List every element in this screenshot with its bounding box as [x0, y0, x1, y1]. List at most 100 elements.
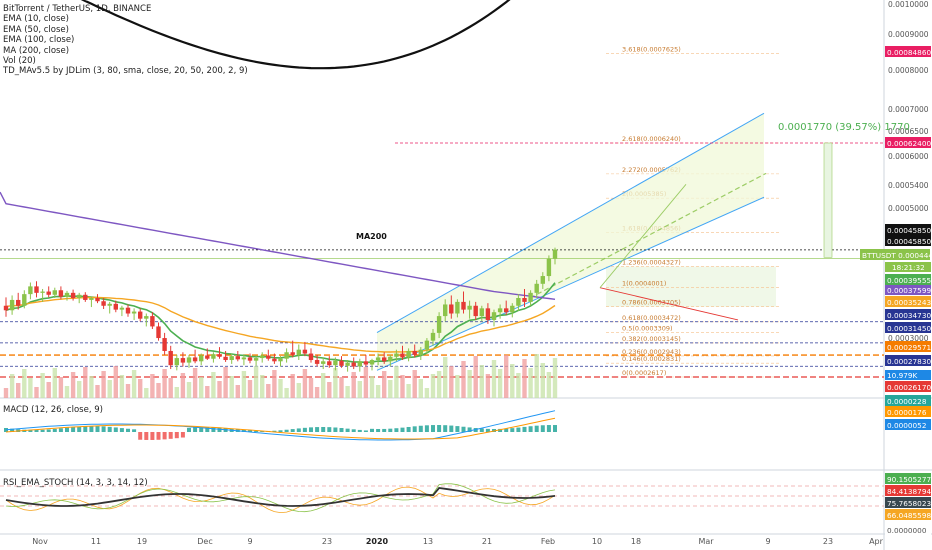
x-tick-label: Apr	[869, 537, 884, 546]
price-tag-label: 0.00062400	[887, 139, 931, 148]
macd-hist-bar	[394, 428, 399, 432]
y-tick-label: 0.0010000	[888, 0, 929, 9]
volume-bar	[235, 385, 240, 398]
volume-bar	[83, 367, 88, 398]
candle-body	[131, 311, 137, 314]
volume-bar	[461, 361, 466, 398]
legend-ema100[interactable]: EMA (100, close)	[3, 35, 75, 46]
rsi-tick-label: 66.0485598	[887, 511, 931, 520]
volume-bar	[217, 381, 222, 398]
macd-hist-bar	[540, 425, 545, 432]
legend-ema10[interactable]: EMA (10, close)	[3, 14, 69, 25]
price-lines	[0, 142, 884, 378]
candle-body	[272, 358, 277, 362]
volume-bar	[131, 370, 137, 398]
macd-hist-bar	[449, 425, 454, 432]
candle-body	[138, 311, 143, 319]
candle-body	[113, 303, 118, 310]
candle-body	[162, 338, 167, 351]
volume-bar	[333, 368, 338, 398]
candle-body	[363, 361, 369, 365]
macd-hist-bar	[461, 426, 466, 432]
macd-hist-bar	[101, 426, 106, 432]
price-tag	[885, 341, 931, 352]
macd-hist-bar	[485, 428, 490, 432]
volume-bar	[296, 383, 301, 398]
macd-tag	[885, 419, 931, 430]
legend-ema50[interactable]: EMA (50, close)	[3, 24, 69, 35]
macd-hist-bar	[162, 432, 167, 440]
volume-bar	[540, 363, 545, 398]
countdown-tag	[885, 262, 931, 272]
candle-body	[528, 292, 533, 302]
rsi-tag	[885, 524, 931, 535]
candle-body	[394, 353, 399, 357]
candle-body	[497, 308, 503, 313]
volume-bar	[394, 366, 399, 398]
price-tag	[885, 309, 931, 320]
candle-body	[467, 305, 472, 310]
volume-bar	[144, 388, 149, 398]
x-tick-label: 19	[137, 537, 147, 546]
candle-body	[351, 362, 356, 367]
legend-ma200[interactable]: MA (200, close)	[3, 45, 70, 56]
candle-body	[284, 352, 289, 359]
y-axis: 0.0010000 0.0009000 0.0008000 0.0007000 0.00…	[860, 0, 932, 535]
macd-hist-bar	[553, 425, 557, 432]
x-tick-label: 18	[631, 537, 641, 546]
macd-title[interactable]: MACD (12, 26, close, 9)	[3, 405, 103, 415]
fib-label: 0.236(0.0002943)	[622, 348, 681, 356]
volume-bar	[455, 375, 460, 398]
legend-td-ma[interactable]: TD_MAv5.5 by JDLim (3, 80, sma, close, 2…	[3, 66, 248, 77]
x-tick-label: 23	[322, 537, 332, 546]
candle-body	[321, 361, 326, 364]
volume-bar	[107, 380, 112, 398]
candle-body	[369, 360, 375, 365]
candle-body	[314, 360, 320, 364]
rsi-title[interactable]: RSI_EMA_STOCH (14, 3, 3, 14, 12)	[3, 478, 148, 488]
x-tick-label: 11	[91, 537, 101, 546]
price-tag-label: 0.00034730	[887, 311, 931, 320]
volume-bar	[16, 383, 21, 398]
volume-bar	[253, 366, 259, 398]
macd-hist-bar	[89, 426, 94, 432]
volume-bar	[522, 359, 527, 398]
volume-bar	[327, 382, 332, 398]
stoch-k-line	[5, 486, 556, 514]
volume-bar	[180, 373, 186, 398]
candle-body	[375, 357, 381, 361]
macd-hist-bar	[498, 428, 503, 432]
candle-body	[278, 358, 283, 362]
macd-hist-bar	[534, 425, 539, 432]
volume-bar	[113, 366, 118, 398]
volume-bar	[443, 357, 448, 398]
macd-hist-bar	[193, 427, 198, 432]
legend-vol[interactable]: Vol (20)	[3, 56, 36, 67]
macd-hist-bar	[443, 425, 448, 432]
volume-bar	[211, 372, 216, 398]
x-tick-label: 2020	[366, 537, 389, 546]
candle-body	[302, 349, 308, 354]
volume-bar	[479, 365, 484, 398]
volume-bar	[162, 369, 167, 398]
price-tag-label: 0.00045850	[887, 237, 931, 246]
candle-body	[516, 298, 521, 306]
candle-body	[83, 294, 88, 300]
x-tick-label: 9	[765, 537, 770, 546]
volume-bar	[156, 383, 161, 398]
volume-bar	[504, 355, 509, 398]
macd-hist-bar	[107, 426, 112, 432]
volume-bar	[192, 368, 198, 398]
candle-body	[64, 292, 70, 297]
candle-body	[443, 304, 448, 317]
volume-bar	[223, 367, 228, 398]
macd-hist-bar	[4, 428, 8, 432]
y-tick-label: 0.0005400	[888, 181, 929, 190]
volume-bar	[70, 372, 76, 398]
volume-bar	[174, 387, 179, 398]
macd-hist-bar	[187, 427, 191, 432]
macd-hist-bar	[467, 427, 472, 432]
macd-hist-bar	[138, 432, 143, 440]
